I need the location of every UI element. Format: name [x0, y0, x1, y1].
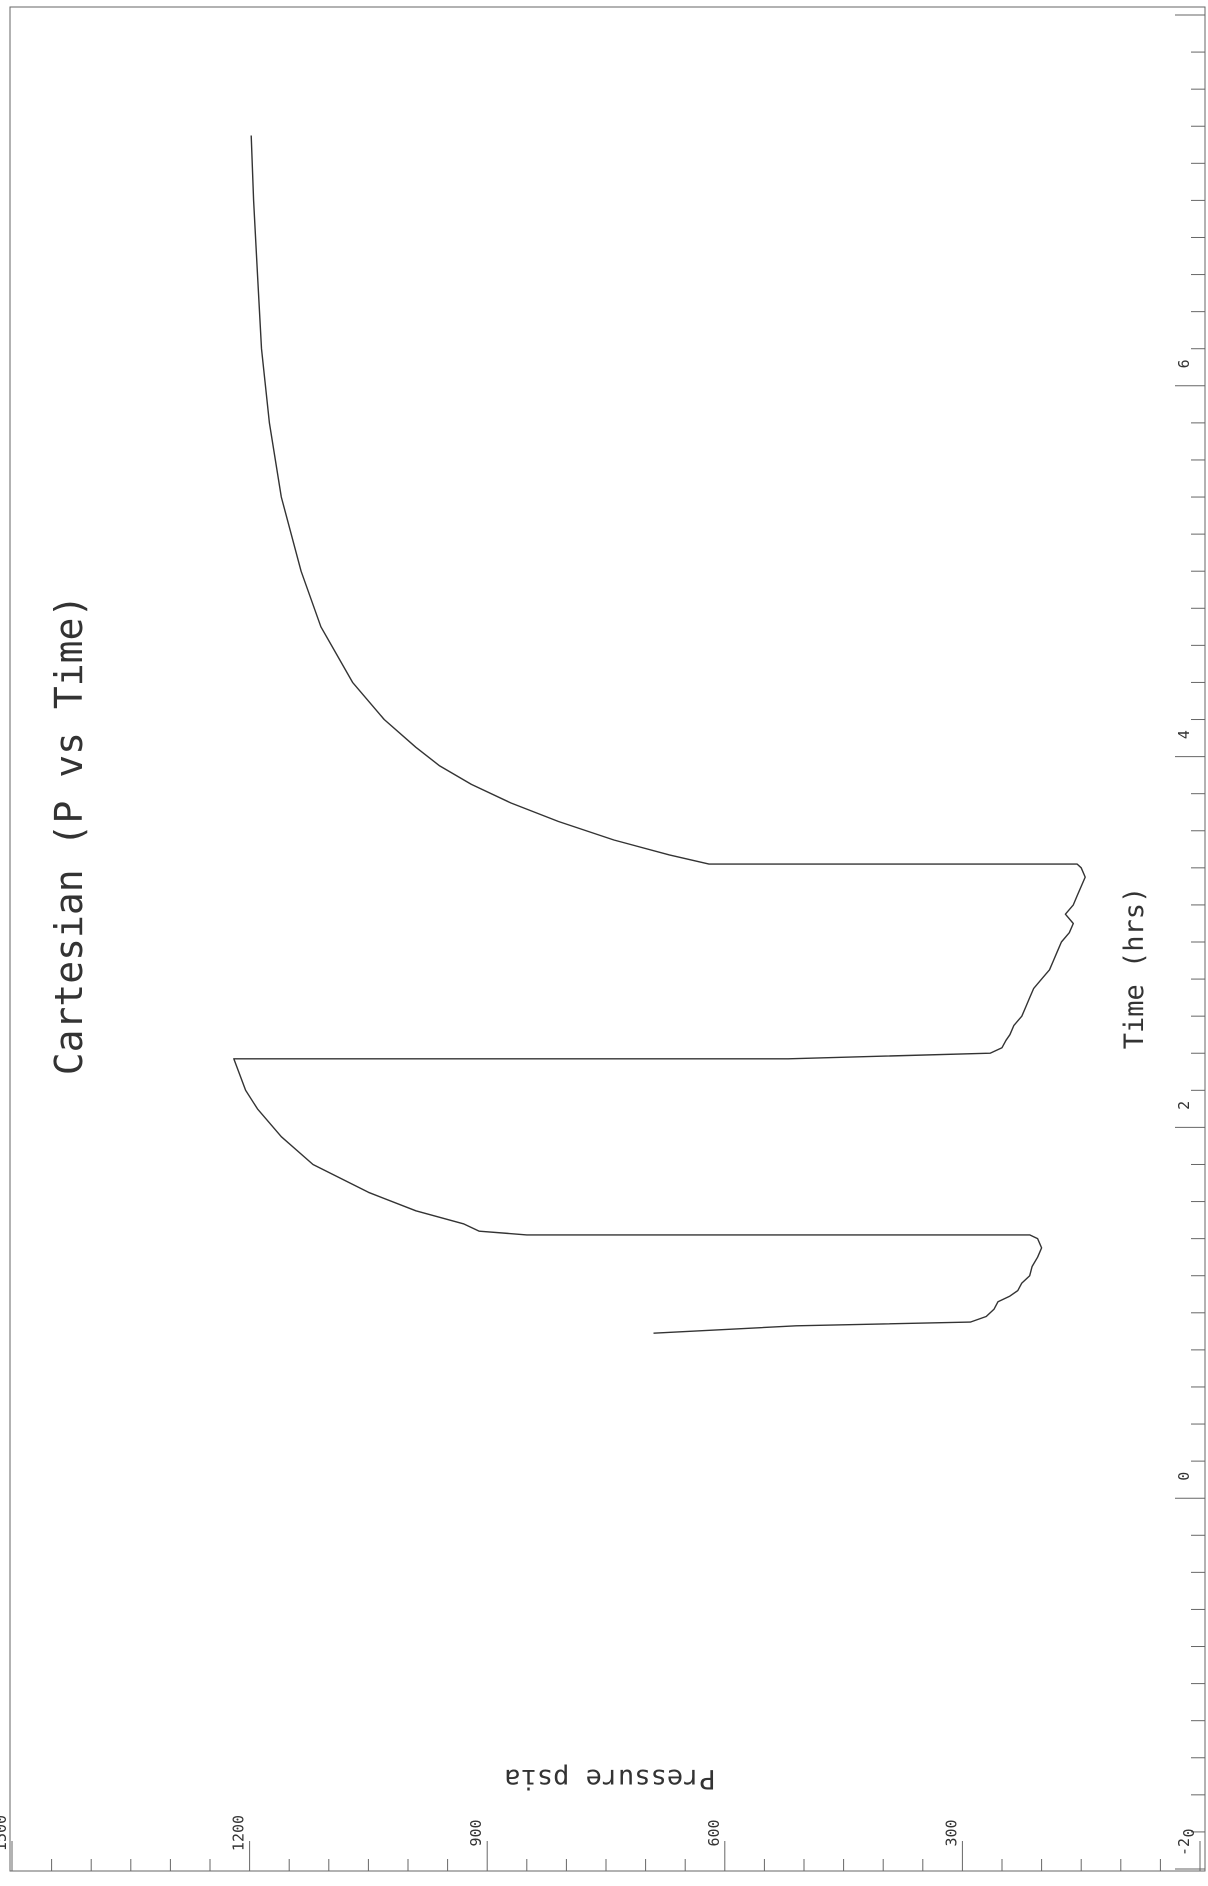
pressure-series-line — [233, 135, 1086, 1334]
labels-layer: Cartesian (P vs Time) Time (hrs) Pressur… — [47, 595, 1150, 1794]
series-layer — [233, 135, 1086, 1334]
y-tick-label: 1500 — [0, 1815, 10, 1851]
x-tick-label: -2 — [1175, 1838, 1193, 1856]
x-tick-label: 6 — [1175, 359, 1193, 368]
x-tick-label: 2 — [1175, 1101, 1193, 1110]
y-tick-label: 300 — [942, 1819, 960, 1846]
y-tick-label: 1200 — [230, 1815, 248, 1851]
y-axis-label: Pressure psia — [504, 1763, 715, 1794]
x-axis-label: Time (hrs) — [1119, 887, 1150, 1050]
x-tick-label: 0 — [1175, 1472, 1193, 1481]
y-tick-label: 900 — [467, 1819, 485, 1846]
x-tick-label: 4 — [1175, 730, 1193, 739]
y-tick-label: 0 — [1180, 1828, 1198, 1837]
plot-frame — [9, 6, 1206, 1872]
y-tick-label: 600 — [705, 1819, 723, 1846]
chart-title: Cartesian (P vs Time) — [47, 595, 91, 1075]
